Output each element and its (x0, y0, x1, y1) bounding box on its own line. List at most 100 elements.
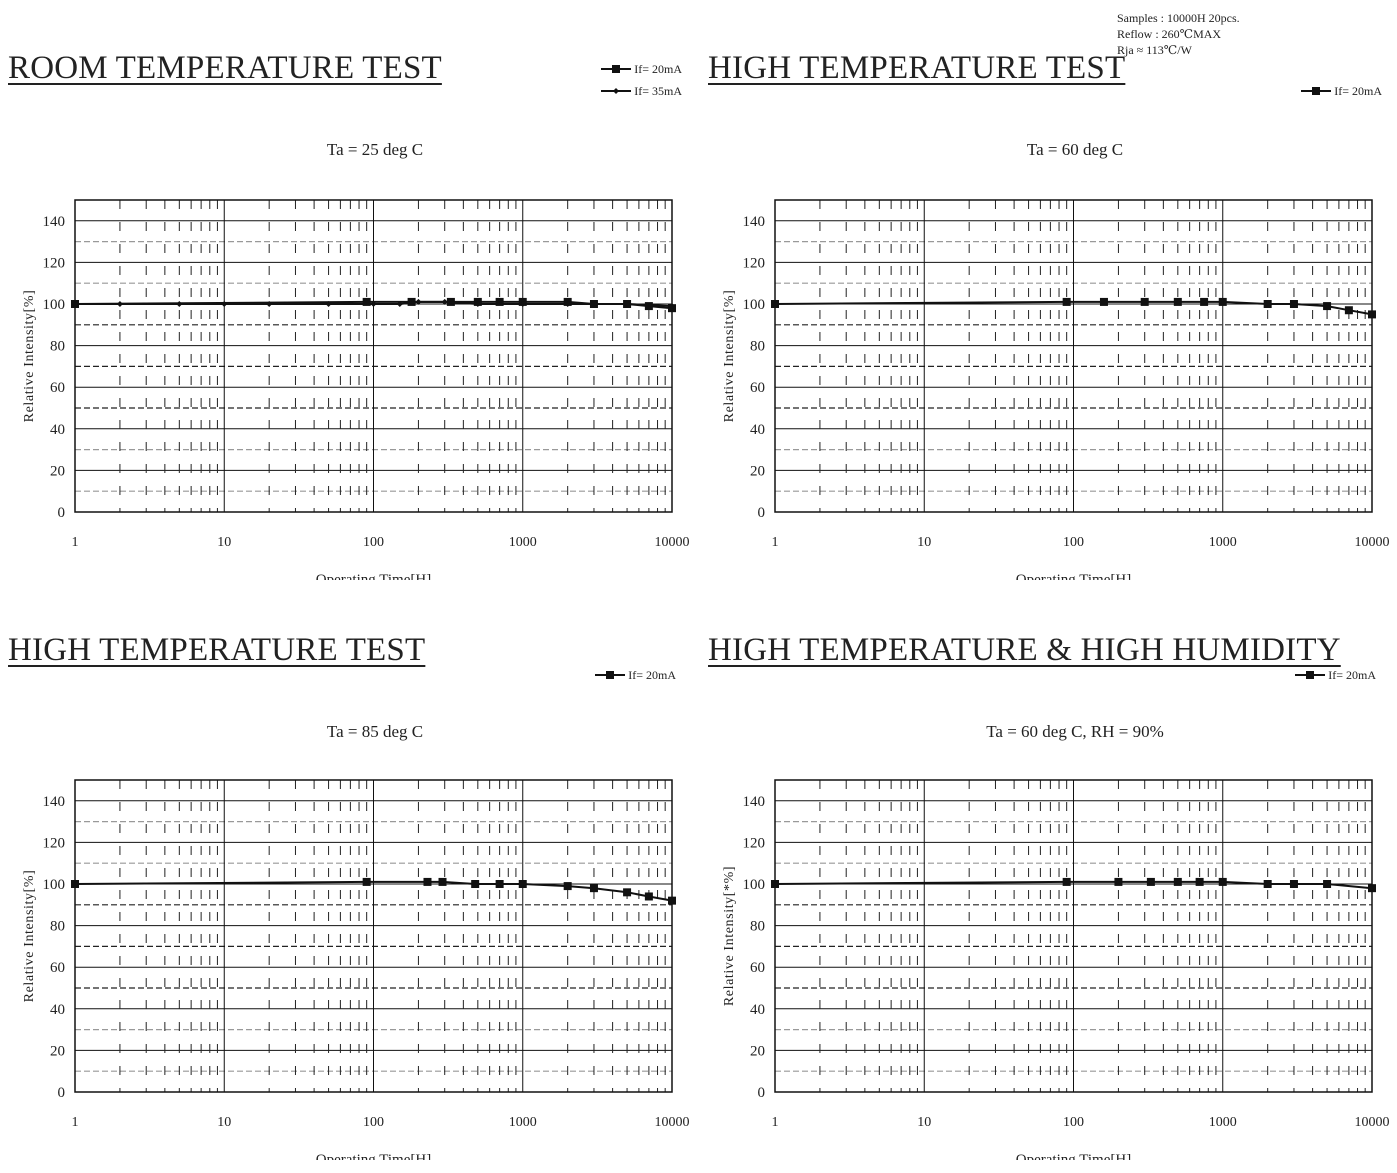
data-point (221, 301, 228, 307)
x-tick-label: 1000 (509, 535, 537, 550)
legend-label: If= 20mA (1328, 667, 1376, 682)
data-point (668, 896, 676, 905)
x-axis-label: Operating Time[H] (316, 572, 431, 580)
y-tick-label: 100 (43, 297, 66, 313)
y-tick-label: 0 (58, 1085, 66, 1101)
x-tick-label: 1000 (1209, 1115, 1237, 1130)
chart-subtitle: Ta = 60 deg C (1026, 140, 1124, 159)
x-axis-label: Operating Time[H] (316, 1152, 431, 1160)
legend-marker (606, 671, 615, 679)
samples-note-line-3: Rja ≈ 113℃/W (1117, 43, 1192, 57)
y-tick-label: 0 (758, 1085, 766, 1101)
y-axis-label: Relative Intensity[%] (22, 290, 37, 423)
chart-legend: If= 20mA If= 35mA (601, 58, 682, 102)
data-point (1323, 880, 1332, 888)
chart-plot: 0 20 40 60 80 100 120 140 1 10 100 1000 10000 Operati… (722, 199, 1390, 580)
data-point (1062, 297, 1071, 306)
plot-frame (774, 779, 1373, 1093)
data-point (71, 880, 79, 888)
chart-legend: If= 20mA (595, 664, 676, 686)
y-tick-label: 60 (50, 380, 65, 396)
data-point (1195, 877, 1204, 886)
data-point (362, 877, 371, 886)
grid (75, 200, 672, 512)
x-tick-label: 100 (1063, 535, 1084, 550)
y-tick-label: 40 (750, 1002, 765, 1018)
data-point (415, 298, 422, 305)
y-tick-label: 100 (743, 297, 766, 313)
legend-marker (613, 88, 620, 94)
y-tick-label: 100 (743, 877, 766, 893)
chart-subtitle: Ta = 60 deg C, RH = 90% (986, 722, 1164, 741)
grid (775, 780, 1372, 1092)
x-tick-label: 1000 (509, 1115, 537, 1130)
data-point (116, 301, 123, 307)
chart-title: HIGH TEMPERATURE TEST (708, 50, 1126, 86)
y-axis-label: Relative Intensity[%] (722, 290, 737, 423)
data-point (644, 892, 653, 901)
data-point (471, 880, 480, 888)
series-0 (71, 877, 676, 905)
data-point (1200, 297, 1209, 306)
y-tick-label: 140 (743, 794, 766, 810)
x-tick-label: 10000 (655, 535, 690, 550)
legend-item: If= 20mA (601, 58, 682, 80)
data-point (1263, 880, 1272, 888)
x-tick-label: 1000 (1209, 535, 1237, 550)
plot-frame (774, 199, 1373, 513)
data-point (771, 880, 779, 888)
y-axis-label: Relative Intensity[*%] (722, 866, 737, 1006)
chart-plot: 0 20 40 60 80 100 120 140 1 10 100 1000 10000 Operati… (722, 779, 1390, 1160)
data-point (1344, 306, 1353, 315)
legend-item: If= 20mA (595, 664, 676, 686)
y-tick-label: 140 (743, 214, 766, 230)
y-tick-label: 40 (50, 422, 65, 438)
data-point (1099, 297, 1108, 306)
x-tick-label: 10 (217, 1115, 231, 1130)
x-axis-label: Operating Time[H] (1016, 1152, 1131, 1160)
legend-square-marker-icon (1295, 671, 1326, 679)
data-point (563, 882, 572, 891)
y-tick-label: 60 (750, 960, 765, 976)
legend-marker (1312, 87, 1321, 95)
series-1 (72, 298, 675, 310)
chart-title: HIGH TEMPERATURE & HIGH HUMIDITY (708, 632, 1341, 668)
y-tick-label: 20 (50, 463, 65, 479)
data-point (370, 301, 377, 307)
chart-plot: 0 20 40 60 80 100 120 140 1 10 100 1000 10000 Operati… (22, 779, 690, 1160)
data-point (438, 877, 447, 886)
y-tick-label: 120 (743, 835, 766, 851)
x-tick-label: 10 (917, 535, 931, 550)
data-point (72, 301, 78, 307)
legend-item: If= 35mA (601, 80, 682, 102)
chart-panel-high-temperature-60: HIGH TEMPERATURE TEST Ta = 60 deg C If= … (700, 0, 1390, 580)
data-point (669, 303, 675, 310)
y-tick-label: 120 (743, 255, 766, 271)
y-tick-label: 120 (43, 835, 66, 851)
chart-panel-room-temperature: ROOM TEMPERATURE TEST Ta = 25 deg C If= … (0, 0, 690, 580)
data-point (1140, 297, 1149, 306)
y-tick-label: 40 (750, 422, 765, 438)
y-tick-label: 100 (43, 877, 66, 893)
data-point (589, 884, 598, 893)
y-tick-label: 140 (43, 794, 66, 810)
legend-square-marker-icon (595, 671, 626, 679)
x-tick-label: 1 (772, 535, 779, 550)
legend-label: If= 20mA (1334, 83, 1382, 98)
data-point (396, 301, 403, 307)
grid (75, 780, 672, 1092)
legend-square-marker-icon (601, 65, 632, 73)
data-point (266, 301, 273, 307)
chart-subtitle: Ta = 85 deg C (326, 722, 424, 741)
legend-marker (612, 65, 621, 73)
y-tick-label: 60 (750, 380, 765, 396)
x-tick-label: 1 (72, 535, 79, 550)
x-tick-label: 100 (1063, 1115, 1084, 1130)
x-tick-label: 10000 (655, 1115, 690, 1130)
x-tick-label: 100 (363, 1115, 384, 1130)
legend-item: If= 20mA (1301, 80, 1382, 102)
chart-panel-high-temp-high-humidity: HIGH TEMPERATURE & HIGH HUMIDITY Ta = 60… (700, 580, 1390, 1160)
legend-diamond-marker-icon (601, 88, 632, 94)
data-point (519, 301, 526, 307)
legend-square-marker-icon (1301, 87, 1332, 95)
